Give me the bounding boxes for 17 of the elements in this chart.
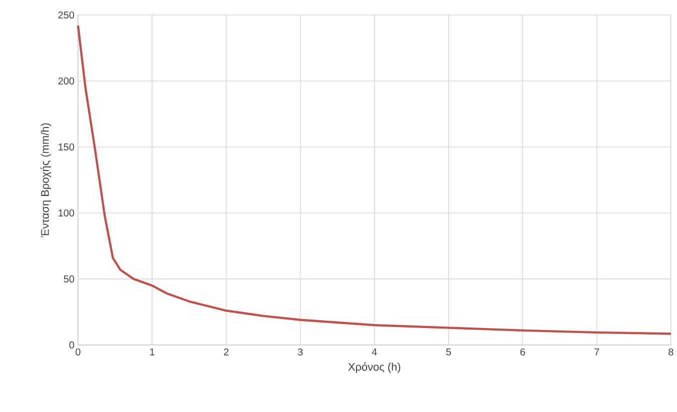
y-tick-label: 150 [58, 143, 74, 151]
x-axis-title: Χρόνος (h) [348, 362, 400, 373]
y-axis-title: Ένταση Βροχής (mm/h) [40, 123, 52, 238]
y-tick-label: 100 [58, 209, 74, 217]
x-tick-label: 7 [594, 348, 600, 356]
x-tick-label: 0 [76, 348, 80, 356]
y-tick-label: 200 [58, 77, 74, 85]
x-tick-label: 8 [668, 348, 674, 356]
x-tick-label: 3 [298, 348, 303, 356]
x-tick-label: 1 [150, 348, 154, 356]
x-tick-label: 2 [224, 348, 229, 356]
x-tick-label: 6 [520, 348, 526, 356]
x-tick-label: 4 [372, 348, 377, 356]
y-tick-label: 250 [58, 12, 74, 19]
y-tick-label: 50 [64, 275, 74, 283]
x-tick-label: 5 [446, 348, 451, 356]
y-tick-label: 0 [69, 341, 74, 348]
